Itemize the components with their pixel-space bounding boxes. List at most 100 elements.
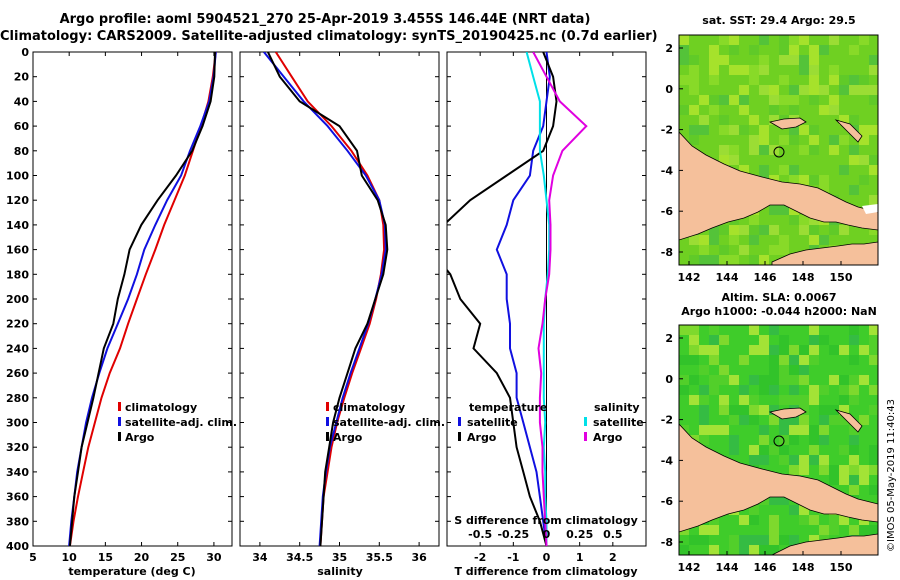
- map-cell: [809, 345, 819, 355]
- legend-label-t-satellite: satellite: [467, 416, 518, 429]
- map-cell: [719, 425, 729, 435]
- legend-marker-t-satellite: [458, 417, 461, 426]
- map-cell: [809, 455, 819, 465]
- map-cell: [719, 115, 729, 125]
- map-xtick-label: 146: [754, 561, 777, 574]
- map-cell: [869, 345, 878, 355]
- map-cell: [709, 325, 719, 335]
- map-cell: [699, 125, 709, 135]
- map-cell: [719, 155, 729, 165]
- map-cell: [689, 65, 699, 75]
- map-cell: [769, 325, 779, 335]
- map-cell: [799, 355, 809, 365]
- map-cell: [779, 205, 789, 215]
- map-cell: [689, 105, 699, 115]
- map-cell: [719, 145, 729, 155]
- map-cell: [679, 545, 689, 555]
- map-cell: [719, 395, 729, 405]
- map-cell: [699, 535, 709, 545]
- map-cell: [779, 495, 789, 505]
- map-cell: [749, 325, 759, 335]
- legend-marker-s-argo: [584, 432, 587, 441]
- map-cell: [809, 385, 819, 395]
- map-cell: [769, 515, 779, 525]
- map-cell: [829, 35, 839, 45]
- temperature-xtick-label: 10: [62, 551, 78, 564]
- legend-label-s-satellite: satellite: [593, 416, 644, 429]
- map-cell: [869, 55, 878, 65]
- map-cell: [759, 335, 769, 345]
- map-cell: [749, 115, 759, 125]
- map-cell: [799, 405, 809, 415]
- map-cell: [799, 55, 809, 65]
- map-cell: [779, 455, 789, 465]
- map-cell: [849, 145, 859, 155]
- map-cell: [749, 445, 759, 455]
- map-cell: [779, 425, 789, 435]
- sla-map: 2 0 -2 -4 -6 -8 142 144 146 148 150: [661, 324, 879, 574]
- map-cell: [719, 35, 729, 45]
- sla-map-title: Altim. SLA: 0.0067: [721, 291, 837, 304]
- map-cell: [849, 435, 859, 445]
- map-cell: [699, 385, 709, 395]
- map-cell: [709, 355, 719, 365]
- map-cell: [789, 165, 799, 175]
- map-cell: [779, 55, 789, 65]
- map-cell: [699, 345, 709, 355]
- map-cell: [799, 225, 809, 235]
- s-difference-label: S difference from climatology: [454, 514, 638, 527]
- map-cell: [869, 445, 878, 455]
- map-cell: [859, 155, 869, 165]
- map-cell: [749, 75, 759, 85]
- map-cell: [829, 225, 839, 235]
- salinity-xtick-label: 34.5: [286, 551, 313, 564]
- map-cell: [759, 165, 769, 175]
- map-cell: [779, 45, 789, 55]
- map-cell: [809, 75, 819, 85]
- map-cell: [679, 45, 689, 55]
- map-cell: [809, 215, 819, 225]
- map-cell: [869, 125, 878, 135]
- map-cell: [859, 125, 869, 135]
- map-cell: [769, 85, 779, 95]
- map-cell: [789, 425, 799, 435]
- island-land: [768, 407, 807, 420]
- map-cell: [759, 405, 769, 415]
- depth-tick-label: 400: [6, 540, 29, 553]
- map-cell: [729, 235, 739, 245]
- map-cell: [699, 255, 709, 265]
- map-cell: [779, 345, 789, 355]
- difference-xtick-label: -1: [507, 551, 519, 564]
- island-land: [834, 409, 863, 433]
- map-cell: [729, 405, 739, 415]
- map-cell: [849, 75, 859, 85]
- map-cell: [709, 235, 719, 245]
- map-cell: [679, 385, 689, 395]
- map-cell: [809, 125, 819, 135]
- map-cell: [729, 435, 739, 445]
- map-cell: [749, 545, 759, 555]
- map-cell: [769, 105, 779, 115]
- map-cell: [759, 125, 769, 135]
- map-cell: [859, 475, 869, 485]
- map-cell: [809, 445, 819, 455]
- temperature-xtick-label: 5: [29, 551, 37, 564]
- map-cell: [759, 375, 769, 385]
- map-cell: [729, 125, 739, 135]
- map-cell: [849, 115, 859, 125]
- map-cell: [749, 225, 759, 235]
- temperature-series-argo: [68, 52, 216, 546]
- difference-series-salinity-argo: [532, 52, 588, 546]
- map-cell: [749, 65, 759, 75]
- map-cell: [729, 445, 739, 455]
- depth-tick-label: 360: [6, 491, 29, 504]
- map-cell: [859, 465, 869, 475]
- map-cell: [769, 225, 779, 235]
- map-cell: [789, 465, 799, 475]
- depth-tick-label: 380: [6, 515, 29, 528]
- map-cell: [769, 355, 779, 365]
- map-cell: [739, 65, 749, 75]
- map-cell: [699, 95, 709, 105]
- map-cell: [709, 335, 719, 345]
- map-cell: [799, 175, 809, 185]
